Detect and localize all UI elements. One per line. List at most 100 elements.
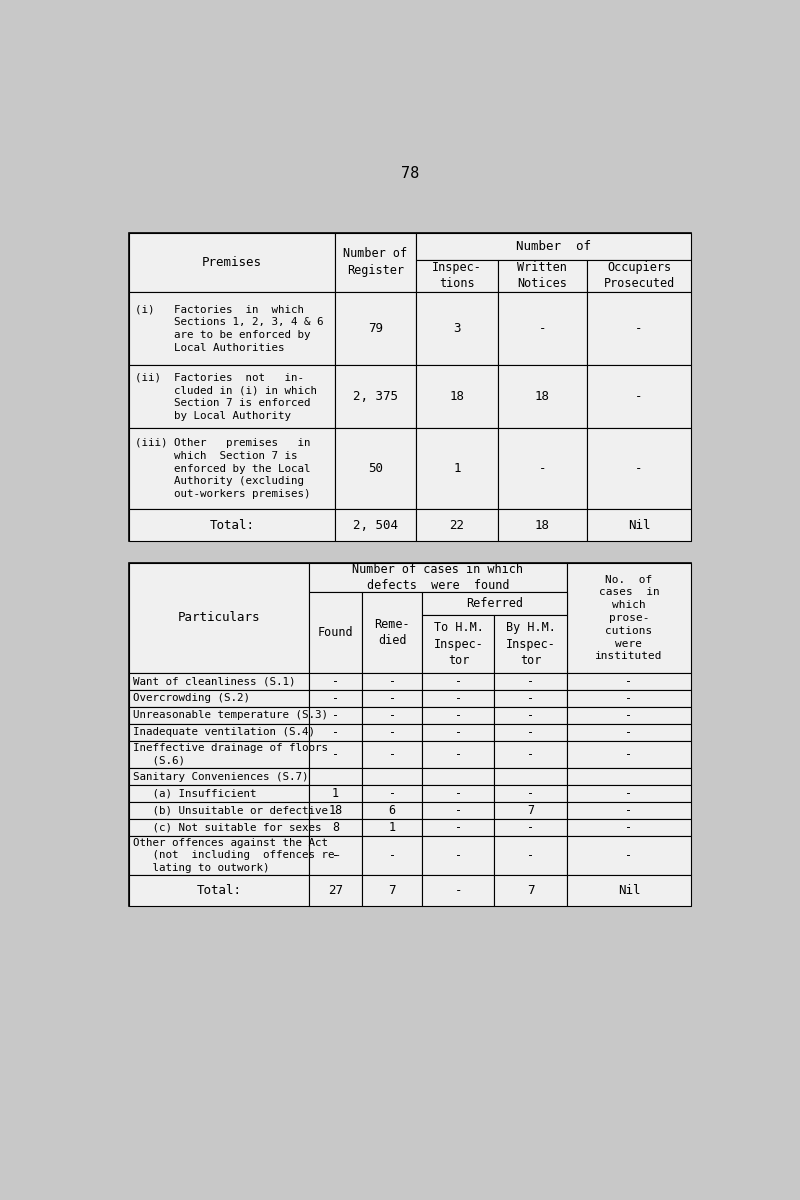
Text: Overcrowding (S.2): Overcrowding (S.2) bbox=[134, 694, 250, 703]
Bar bbox=[310, 673, 362, 690]
Bar bbox=[130, 365, 335, 428]
Text: -: - bbox=[389, 848, 396, 862]
Bar bbox=[422, 724, 494, 740]
Bar bbox=[130, 786, 310, 803]
Bar bbox=[566, 786, 691, 803]
Bar bbox=[494, 724, 566, 740]
Text: (b) Unsuitable or defective: (b) Unsuitable or defective bbox=[134, 806, 328, 816]
Bar bbox=[335, 428, 416, 509]
Bar bbox=[422, 673, 494, 690]
Bar bbox=[422, 690, 494, 707]
Text: Occupiers
Prosecuted: Occupiers Prosecuted bbox=[603, 260, 674, 290]
Text: -: - bbox=[635, 322, 642, 335]
Bar bbox=[130, 768, 310, 786]
Text: 7: 7 bbox=[527, 804, 534, 817]
Text: Premises: Premises bbox=[202, 256, 262, 269]
Text: -: - bbox=[626, 692, 633, 704]
Bar bbox=[494, 786, 566, 803]
Bar bbox=[422, 707, 494, 724]
Text: Ineffective drainage of floors
   (S.6): Ineffective drainage of floors (S.6) bbox=[134, 744, 328, 766]
Bar bbox=[416, 233, 691, 259]
Text: -: - bbox=[455, 692, 462, 704]
Text: -: - bbox=[527, 821, 534, 834]
Text: 1: 1 bbox=[332, 787, 339, 800]
Bar bbox=[416, 259, 498, 292]
Bar bbox=[310, 707, 362, 724]
Bar bbox=[586, 365, 691, 428]
Text: 22: 22 bbox=[450, 518, 464, 532]
Bar bbox=[566, 768, 691, 786]
Bar bbox=[310, 768, 362, 786]
Text: -: - bbox=[389, 709, 396, 722]
Bar bbox=[362, 740, 422, 768]
Text: 6: 6 bbox=[389, 804, 396, 817]
Bar bbox=[130, 233, 691, 541]
Text: -: - bbox=[626, 821, 633, 834]
Text: -: - bbox=[455, 674, 462, 688]
Text: 3: 3 bbox=[453, 322, 461, 335]
Bar bbox=[566, 690, 691, 707]
Text: -: - bbox=[626, 674, 633, 688]
Bar bbox=[362, 803, 422, 820]
Text: Nil: Nil bbox=[628, 518, 650, 532]
Text: Sanitary Conveniences (S.7): Sanitary Conveniences (S.7) bbox=[134, 772, 309, 782]
Bar bbox=[494, 707, 566, 724]
Bar bbox=[422, 803, 494, 820]
Text: (i)   Factories  in  which
      Sections 1, 2, 3, 4 & 6
      are to be enforce: (i) Factories in which Sections 1, 2, 3,… bbox=[135, 305, 323, 353]
Text: -: - bbox=[626, 787, 633, 800]
Bar bbox=[130, 509, 335, 541]
Text: 50: 50 bbox=[368, 462, 383, 475]
Bar bbox=[362, 673, 422, 690]
Bar bbox=[586, 428, 691, 509]
Text: 1: 1 bbox=[453, 462, 461, 475]
Text: -: - bbox=[635, 390, 642, 403]
Bar bbox=[130, 707, 310, 724]
Bar bbox=[494, 875, 566, 906]
Bar bbox=[130, 428, 335, 509]
Text: Inadequate ventilation (S.4): Inadequate ventilation (S.4) bbox=[134, 727, 315, 737]
Bar bbox=[362, 786, 422, 803]
Text: By H.M.
Inspec-
tor: By H.M. Inspec- tor bbox=[506, 622, 555, 667]
Bar bbox=[310, 820, 362, 836]
Text: -: - bbox=[527, 748, 534, 761]
Text: 79: 79 bbox=[368, 322, 383, 335]
Bar bbox=[494, 690, 566, 707]
Text: -: - bbox=[455, 748, 462, 761]
Bar bbox=[362, 768, 422, 786]
Text: -: - bbox=[332, 674, 339, 688]
Bar bbox=[335, 365, 416, 428]
Text: -: - bbox=[455, 804, 462, 817]
Bar bbox=[586, 259, 691, 292]
Bar bbox=[362, 875, 422, 906]
Bar bbox=[130, 875, 310, 906]
Text: -: - bbox=[332, 709, 339, 722]
Bar bbox=[498, 259, 586, 292]
Text: -: - bbox=[626, 804, 633, 817]
Text: -: - bbox=[389, 726, 396, 739]
Text: Referred: Referred bbox=[466, 598, 523, 610]
Text: -: - bbox=[389, 674, 396, 688]
Bar bbox=[494, 803, 566, 820]
Bar bbox=[566, 724, 691, 740]
Bar bbox=[335, 233, 416, 292]
Bar bbox=[422, 836, 494, 875]
Bar bbox=[422, 592, 566, 616]
Bar bbox=[566, 875, 691, 906]
Text: -: - bbox=[455, 709, 462, 722]
Bar bbox=[310, 740, 362, 768]
Bar bbox=[130, 292, 335, 365]
Text: -: - bbox=[455, 848, 462, 862]
Bar bbox=[494, 768, 566, 786]
Bar bbox=[566, 740, 691, 768]
Bar bbox=[422, 786, 494, 803]
Text: (iii) Other   premises   in
      which  Section 7 is
      enforced by the Loca: (iii) Other premises in which Section 7 … bbox=[135, 438, 310, 499]
Bar bbox=[566, 820, 691, 836]
Bar bbox=[310, 803, 362, 820]
Text: -: - bbox=[527, 726, 534, 739]
Text: 7: 7 bbox=[389, 883, 396, 896]
Text: -: - bbox=[527, 787, 534, 800]
Text: (c) Not suitable for sexes: (c) Not suitable for sexes bbox=[134, 823, 322, 833]
Text: -: - bbox=[332, 848, 339, 862]
Text: Total:: Total: bbox=[210, 518, 254, 532]
Bar bbox=[335, 509, 416, 541]
